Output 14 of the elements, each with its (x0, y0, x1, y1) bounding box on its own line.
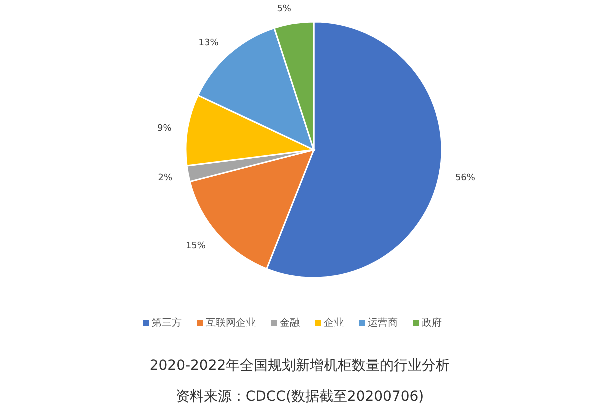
data-label: 2% (158, 173, 173, 184)
legend-label: 第三方 (152, 317, 182, 329)
legend-label: 企业 (324, 317, 344, 329)
data-label: 15% (186, 242, 206, 252)
text: 资料来源：CDCC(数据截至20200706) (176, 389, 424, 405)
data-label: 9% (157, 124, 172, 134)
legend-label: 政府 (422, 317, 442, 329)
data-label: 56% (455, 173, 476, 184)
data-label: 13% (198, 38, 220, 48)
text: 2020-2022年全国规划新增机柜数量的行业分析 (150, 358, 450, 374)
legend-label: 运营商 (368, 317, 398, 329)
data-label: 5% (277, 4, 292, 14)
legend-label: 互联网企业 (206, 317, 256, 329)
legend-label: 金融 (280, 317, 300, 329)
